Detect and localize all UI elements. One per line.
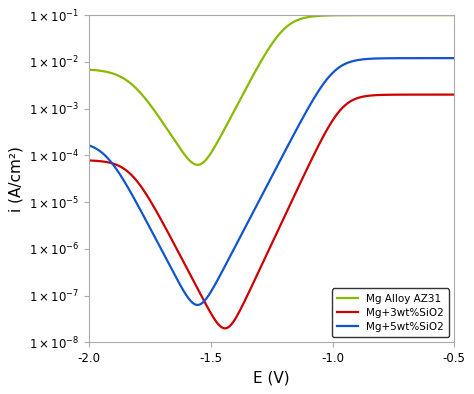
- Mg Alloy AZ31: [387, 13, 392, 17]
- Mg+3wt%SiO2: [222, 326, 228, 331]
- Mg Alloy AZ31: [195, 162, 201, 167]
- Mg+3wt%SiO2: [226, 325, 232, 329]
- Mg+5wt%SiO2: [153, 236, 158, 241]
- Mg+3wt%SiO2: [387, 92, 392, 97]
- Mg+5wt%SiO2: [324, 77, 329, 82]
- Mg+5wt%SiO2: [387, 56, 392, 61]
- Line: Mg Alloy AZ31: Mg Alloy AZ31: [89, 15, 454, 165]
- Mg+3wt%SiO2: [153, 207, 158, 212]
- Mg+5wt%SiO2: [451, 56, 457, 61]
- Mg+5wt%SiO2: [305, 106, 311, 111]
- Mg+5wt%SiO2: [359, 57, 365, 62]
- Mg+3wt%SiO2: [305, 164, 311, 169]
- Y-axis label: i (A/cm²): i (A/cm²): [9, 146, 23, 212]
- Mg Alloy AZ31: [305, 15, 311, 19]
- Mg+5wt%SiO2: [195, 303, 201, 307]
- Mg Alloy AZ31: [86, 67, 92, 72]
- Mg+3wt%SiO2: [324, 128, 329, 133]
- Legend: Mg Alloy AZ31, Mg+3wt%SiO2, Mg+5wt%SiO2: Mg Alloy AZ31, Mg+3wt%SiO2, Mg+5wt%SiO2: [332, 288, 449, 337]
- Mg Alloy AZ31: [359, 13, 365, 17]
- Mg+5wt%SiO2: [226, 256, 232, 261]
- Mg+3wt%SiO2: [359, 95, 365, 99]
- Mg+3wt%SiO2: [451, 92, 457, 97]
- X-axis label: E (V): E (V): [254, 371, 290, 386]
- Line: Mg+5wt%SiO2: Mg+5wt%SiO2: [89, 58, 454, 305]
- Mg+5wt%SiO2: [86, 143, 92, 148]
- Line: Mg+3wt%SiO2: Mg+3wt%SiO2: [89, 95, 454, 328]
- Mg Alloy AZ31: [153, 110, 158, 115]
- Mg Alloy AZ31: [324, 13, 329, 18]
- Mg Alloy AZ31: [451, 13, 457, 17]
- Mg+3wt%SiO2: [86, 158, 92, 163]
- Mg Alloy AZ31: [226, 119, 232, 123]
